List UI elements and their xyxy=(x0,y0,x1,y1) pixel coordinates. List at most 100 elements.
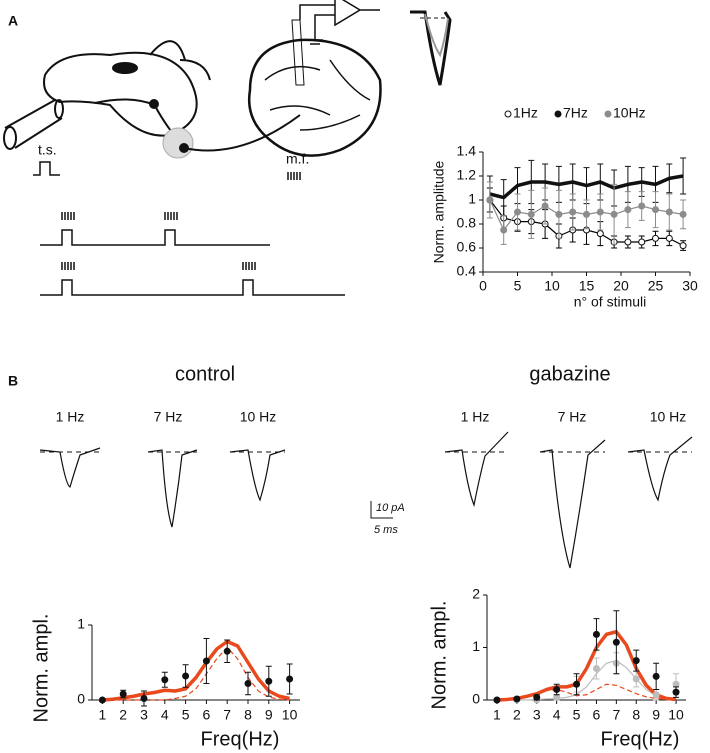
data-point xyxy=(583,210,590,218)
x-tick-label: 0 xyxy=(479,278,487,294)
data-point xyxy=(672,680,680,688)
y-tick-label: 2 xyxy=(472,586,480,602)
condition-title: gabazine xyxy=(529,363,610,385)
series-line xyxy=(496,660,677,701)
data-point xyxy=(265,677,273,685)
y-tick-label: 1 xyxy=(468,191,476,207)
condition-title: control xyxy=(175,363,235,385)
x-tick-label: 10 xyxy=(544,278,560,294)
y-axis-label: Norm. ampl. xyxy=(30,614,52,723)
x-tick-label: 7 xyxy=(612,707,620,723)
data-point xyxy=(624,206,632,214)
x-tick-label: 4 xyxy=(553,707,561,723)
x-tick-label: 8 xyxy=(632,707,640,723)
trace-label: 7 Hz xyxy=(558,409,587,425)
data-point xyxy=(553,693,561,701)
x-tick-label: 9 xyxy=(265,707,273,723)
stim-label: m.f. xyxy=(286,151,309,167)
panel-label: A xyxy=(8,13,18,29)
x-tick-label: 25 xyxy=(648,278,664,294)
data-point xyxy=(638,202,646,210)
data-point xyxy=(541,202,549,210)
data-point xyxy=(533,693,541,701)
x-axis-label: Freq(Hz) xyxy=(601,728,680,750)
data-point xyxy=(610,210,618,218)
legend-label: 10Hz xyxy=(613,105,646,121)
data-point xyxy=(202,657,210,665)
trace-label: 1 Hz xyxy=(461,409,490,425)
scale-label: 5 ms xyxy=(374,524,398,536)
trace-label: 7 Hz xyxy=(154,409,183,425)
data-point xyxy=(119,690,127,698)
error-bar xyxy=(666,163,673,194)
series-line xyxy=(496,630,677,702)
x-axis-label: Freq(Hz) xyxy=(201,728,280,750)
legend-marker xyxy=(554,110,562,118)
data-point xyxy=(555,210,563,218)
data-point xyxy=(632,675,640,683)
data-point xyxy=(569,208,577,216)
data-point xyxy=(632,657,640,665)
diagram xyxy=(3,0,693,569)
x-tick-label: 6 xyxy=(593,707,601,723)
x-tick-label: 9 xyxy=(652,707,660,723)
y-tick-label: 0 xyxy=(472,691,480,707)
data-point xyxy=(679,210,687,218)
data-point xyxy=(140,695,148,702)
data-point xyxy=(679,242,687,250)
data-point xyxy=(98,696,106,704)
x-tick-label: 7 xyxy=(223,707,231,723)
data-point xyxy=(514,208,521,216)
data-point xyxy=(182,672,190,680)
x-tick-label: 15 xyxy=(579,278,595,294)
series-line xyxy=(496,683,677,701)
data-point xyxy=(612,638,620,646)
data-point xyxy=(665,234,673,242)
y-tick-label: 1 xyxy=(472,638,480,654)
x-tick-label: 5 xyxy=(573,707,581,723)
data-point xyxy=(652,234,659,242)
error-bar xyxy=(680,157,687,195)
series-line xyxy=(102,646,290,701)
legend-label: 1Hz xyxy=(513,105,538,121)
data-point xyxy=(596,230,604,238)
data-point xyxy=(672,688,680,696)
x-tick-label: 10 xyxy=(282,707,298,723)
scale-label: 10 pA xyxy=(376,502,405,514)
data-point xyxy=(596,208,604,216)
data-point xyxy=(161,676,169,684)
series-line xyxy=(102,639,290,702)
x-tick-label: 20 xyxy=(613,278,629,294)
trace-label: 10 Hz xyxy=(240,409,277,425)
data-point xyxy=(513,695,521,703)
y-tick-label: 1.2 xyxy=(457,167,477,183)
stim-label: t.s. xyxy=(38,142,57,158)
x-tick-label: 2 xyxy=(513,707,521,723)
x-axis-label: n° of stimuli xyxy=(574,294,647,310)
x-tick-label: 30 xyxy=(682,278,698,294)
data-point xyxy=(652,672,660,680)
data-point xyxy=(286,675,294,683)
x-tick-label: 5 xyxy=(182,707,190,723)
y-tick-label: 0.8 xyxy=(457,215,477,231)
legend-marker xyxy=(504,110,512,118)
y-tick-label: 0.6 xyxy=(457,239,477,255)
data-point xyxy=(592,630,600,638)
legend-marker xyxy=(604,110,612,118)
trace-label: 1 Hz xyxy=(56,409,85,425)
data-point xyxy=(500,226,508,234)
data-point xyxy=(493,696,501,704)
trace-label: 10 Hz xyxy=(650,409,687,425)
data-point xyxy=(624,238,632,246)
y-tick-label: 0.4 xyxy=(457,263,477,279)
x-tick-label: 8 xyxy=(244,707,252,723)
x-tick-label: 4 xyxy=(161,707,169,723)
y-tick-label: 1.4 xyxy=(457,143,477,159)
data-point xyxy=(652,691,660,699)
data-point xyxy=(527,210,535,218)
data-point xyxy=(638,238,646,246)
x-tick-label: 10 xyxy=(668,707,684,723)
x-tick-label: 5 xyxy=(514,278,522,294)
y-tick-label: 1 xyxy=(77,616,85,632)
data-point xyxy=(573,680,581,688)
